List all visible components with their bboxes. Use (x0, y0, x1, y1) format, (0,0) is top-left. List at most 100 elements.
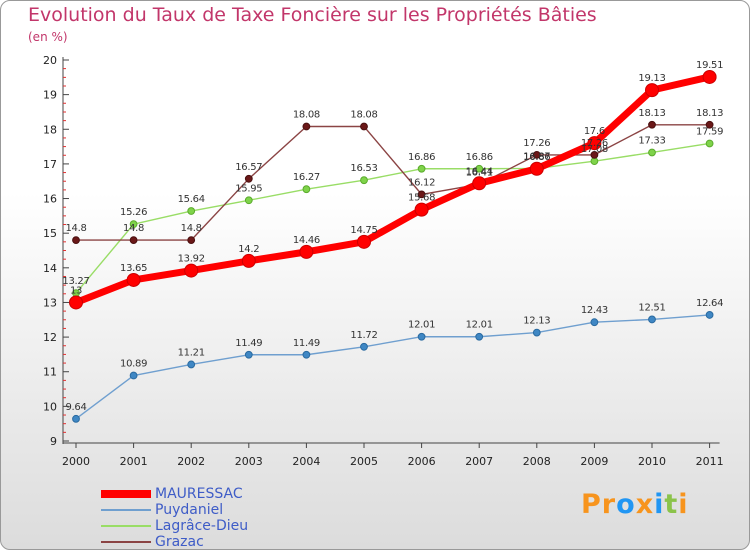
data-label: 14.46 (293, 235, 320, 246)
data-label: 16.44 (466, 166, 493, 177)
data-label: 11.72 (350, 330, 377, 341)
legend-label: Puydaniel (155, 502, 224, 518)
data-point (648, 120, 656, 129)
x-tick-label: 2003 (235, 455, 263, 468)
data-label: 18.08 (350, 110, 377, 121)
chart-title: Evolution du Taux de Taxe Foncière sur l… (28, 4, 597, 26)
data-label: 12.01 (466, 320, 493, 331)
data-label: 14.8 (181, 223, 202, 234)
data-label: 16.86 (466, 152, 493, 163)
data-point (302, 185, 311, 194)
logo-letter: x (635, 489, 655, 520)
legend-item: MAURESSAC (101, 486, 248, 502)
data-label: 16.41 (466, 167, 493, 178)
data-label: 12.01 (408, 320, 435, 331)
legend-swatch (101, 490, 151, 498)
data-point (417, 190, 426, 199)
data-point (590, 318, 599, 327)
y-axis-unit: (en %) (28, 30, 68, 44)
data-point (244, 350, 253, 359)
data-point (360, 342, 368, 351)
data-label: 19.51 (696, 60, 723, 71)
data-label: 17.26 (523, 138, 550, 149)
data-point (590, 151, 599, 159)
data-point (302, 350, 311, 359)
data-point (532, 328, 541, 337)
data-label: 11.49 (235, 338, 262, 349)
data-label: 16.27 (293, 172, 320, 183)
data-label: 15.68 (408, 193, 435, 204)
data-label: 12.64 (696, 298, 723, 309)
y-tick-label: 17 (43, 158, 57, 171)
data-label: 16.87 (523, 151, 550, 162)
data-point (299, 244, 314, 259)
legend-label: MAURESSAC (155, 486, 243, 502)
data-point (187, 236, 196, 245)
logo-letter: P (581, 489, 602, 520)
legend-swatch (101, 541, 151, 543)
proxiti-logo: Proxiti (581, 489, 689, 520)
logo-letter: i (678, 489, 689, 520)
y-tick-label: 11 (43, 366, 57, 379)
series-line-mauressac (74, 73, 711, 306)
series-line-grazac (76, 124, 710, 241)
x-tick-label: 2008 (523, 455, 551, 468)
y-tick-label: 9 (50, 435, 57, 448)
data-label: 15.95 (235, 183, 262, 194)
legend-item: Puydaniel (101, 502, 248, 518)
data-point (72, 236, 80, 245)
legend: MAURESSAC Puydaniel Lagrâce-Dieu Grazac (101, 486, 248, 550)
y-tick-label: 16 (43, 193, 57, 206)
data-label: 14.8 (65, 223, 86, 234)
y-tick-label: 13 (43, 296, 57, 309)
series-line-lagrâce-dieu (75, 142, 710, 294)
logo-letter: r (601, 489, 617, 520)
data-label: 10.89 (120, 359, 147, 370)
data-point (472, 176, 487, 191)
legend-label: Grazac (155, 534, 204, 550)
data-point (417, 164, 426, 173)
data-label: 13.92 (178, 254, 205, 265)
data-label: 18.13 (638, 108, 665, 119)
logo-letter: o (616, 489, 636, 520)
legend-item: Lagrâce-Dieu (101, 518, 248, 534)
data-label: 9.64 (65, 402, 86, 413)
data-label: 16.86 (408, 152, 435, 163)
data-label: 17.08 (581, 144, 608, 155)
y-tick-label: 20 (43, 54, 57, 67)
y-tick-label: 15 (43, 227, 57, 240)
data-point (72, 414, 80, 423)
data-label: 16.86 (523, 152, 550, 163)
legend-swatch (101, 525, 151, 527)
data-label: 15.64 (178, 194, 205, 205)
data-label: 17.33 (638, 135, 665, 146)
data-label: 17.6 (584, 126, 605, 137)
data-label: 14.8 (123, 223, 144, 234)
data-point (187, 360, 196, 369)
data-point (475, 164, 484, 173)
data-label: 12.51 (638, 302, 665, 313)
data-point (587, 136, 602, 151)
y-tick-label: 18 (43, 123, 57, 136)
logo-letter: t (664, 489, 679, 520)
data-point (475, 332, 484, 341)
data-point (184, 263, 199, 278)
data-point (244, 196, 253, 205)
legend-label: Lagrâce-Dieu (155, 518, 249, 534)
data-point (529, 161, 544, 176)
data-label: 18.08 (293, 110, 320, 121)
data-point (357, 234, 371, 249)
data-label: 13.27 (62, 276, 89, 287)
data-label: 16.57 (235, 162, 262, 173)
data-label: 17.59 (696, 126, 723, 137)
data-point (414, 202, 429, 217)
x-tick-label: 2004 (292, 455, 320, 468)
data-label: 16.12 (408, 177, 435, 188)
data-point (705, 139, 714, 148)
x-tick-label: 2009 (580, 455, 608, 468)
data-point (705, 311, 714, 319)
data-point (360, 176, 368, 185)
data-point (187, 207, 196, 215)
y-tick-label: 19 (43, 89, 57, 102)
